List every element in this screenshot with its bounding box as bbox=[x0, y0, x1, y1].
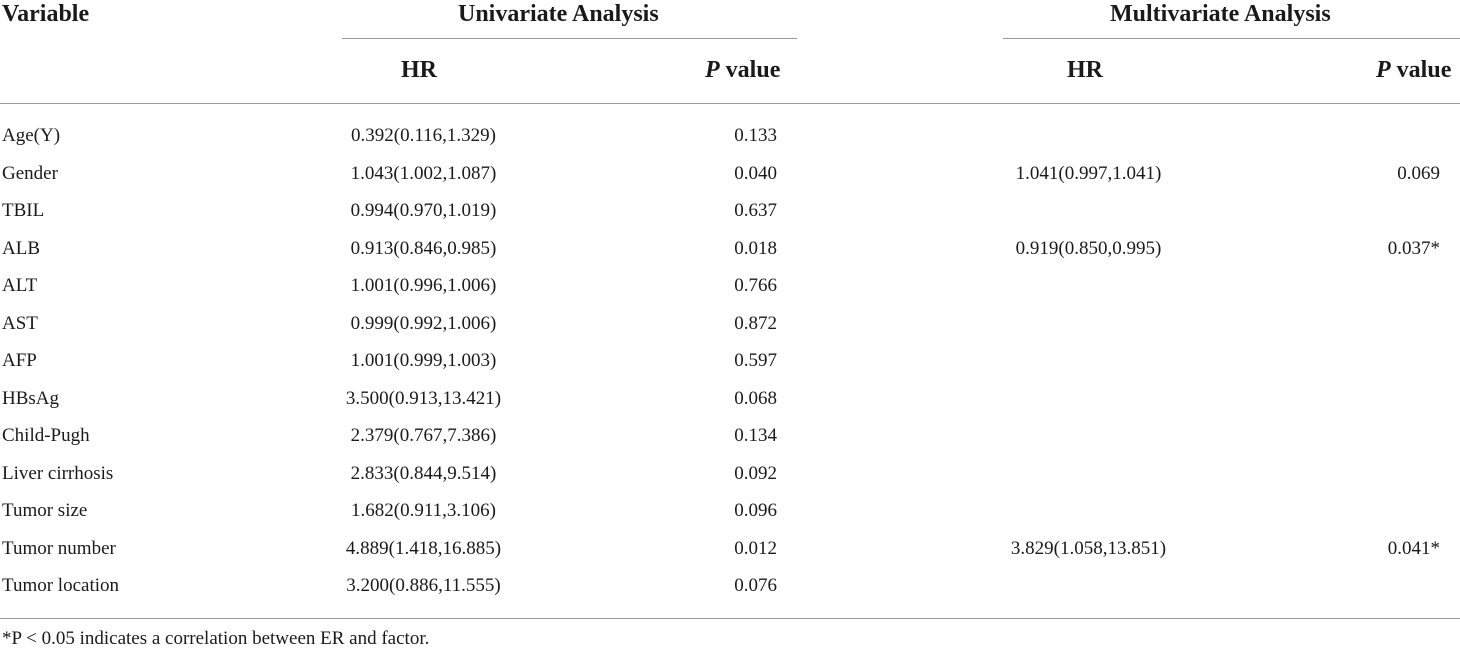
cell-variable: Tumor location bbox=[2, 575, 119, 596]
cell-uni-hr: 1.043(1.002,1.087) bbox=[350, 162, 497, 184]
cell-multi-p: 0.041* bbox=[1387, 537, 1440, 559]
header-multivariate: Multivariate Analysis bbox=[1110, 1, 1331, 27]
cell-uni-p: 0.597 bbox=[734, 350, 777, 371]
p-value-label: value bbox=[719, 57, 781, 83]
cell-uni-hr: 0.392(0.116,1.329) bbox=[351, 125, 496, 146]
cell-uni-p: 0.092 bbox=[734, 462, 777, 484]
cell-uni-p: 0.068 bbox=[734, 387, 777, 409]
header-uni-hr: HR bbox=[401, 57, 437, 83]
cell-uni-hr: 2.833(0.844,9.514) bbox=[350, 462, 497, 484]
p-symbol: P bbox=[1376, 57, 1391, 83]
cell-uni-hr: 3.200(0.886,11.555) bbox=[346, 575, 501, 596]
cell-uni-hr: 2.379(0.767,7.386) bbox=[350, 425, 497, 446]
cell-uni-p: 0.637 bbox=[734, 200, 777, 221]
univariate-spanner-rule bbox=[342, 38, 797, 39]
cell-uni-p: 0.134 bbox=[734, 425, 777, 446]
cell-variable: Tumor size bbox=[2, 500, 88, 521]
cell-uni-hr: 4.889(1.418,16.885) bbox=[345, 537, 502, 559]
cell-variable: ALT bbox=[2, 275, 38, 296]
header-multi-p: P value bbox=[1376, 57, 1451, 83]
cell-uni-hr: 0.994(0.970,1.019) bbox=[350, 200, 497, 221]
header-bottom-rule bbox=[0, 103, 1460, 104]
cell-multi-p: 0.037* bbox=[1387, 237, 1440, 259]
cell-uni-p: 0.040 bbox=[734, 162, 777, 184]
p-value-label: value bbox=[1390, 57, 1452, 83]
cell-variable: TBIL bbox=[2, 200, 45, 221]
header-variable: Variable bbox=[2, 1, 90, 27]
cell-variable: Gender bbox=[2, 162, 58, 184]
cell-uni-hr: 1.682(0.911,3.106) bbox=[351, 500, 496, 521]
table-footnote: *P < 0.05 indicates a correlation betwee… bbox=[2, 628, 430, 649]
cell-variable: Liver cirrhosis bbox=[2, 462, 114, 484]
cell-variable: Tumor number bbox=[2, 537, 116, 559]
cell-variable: Child-Pugh bbox=[2, 425, 90, 446]
cell-uni-p: 0.766 bbox=[734, 275, 777, 296]
multivariate-spanner-rule bbox=[1003, 38, 1460, 39]
cell-variable: HBsAg bbox=[2, 387, 60, 409]
cell-multi-hr: 0.919(0.850,0.995) bbox=[1015, 237, 1162, 259]
cell-uni-hr: 0.913(0.846,0.985) bbox=[350, 237, 497, 259]
cell-uni-p: 0.872 bbox=[734, 312, 777, 334]
cell-multi-p: 0.069 bbox=[1397, 162, 1440, 184]
cell-uni-hr: 1.001(0.996,1.006) bbox=[350, 275, 497, 296]
header-uni-p: P value bbox=[705, 57, 780, 83]
cell-uni-p: 0.076 bbox=[734, 575, 777, 596]
cell-uni-p: 0.018 bbox=[734, 237, 777, 259]
cell-multi-hr: 3.829(1.058,13.851) bbox=[1010, 537, 1167, 559]
cell-multi-hr: 1.041(0.997,1.041) bbox=[1015, 162, 1162, 184]
cell-variable: AST bbox=[2, 312, 38, 334]
cell-uni-p: 0.133 bbox=[734, 125, 777, 146]
cell-variable: Age(Y) bbox=[2, 125, 61, 146]
cell-uni-hr: 1.001(0.999,1.003) bbox=[350, 350, 497, 371]
cell-uni-p: 0.012 bbox=[734, 537, 777, 559]
cell-uni-hr: 0.999(0.992,1.006) bbox=[350, 312, 497, 334]
header-univariate: Univariate Analysis bbox=[458, 1, 659, 27]
cell-variable: ALB bbox=[2, 237, 40, 259]
cell-variable: AFP bbox=[2, 350, 37, 371]
table-bottom-rule bbox=[0, 618, 1460, 619]
p-symbol: P bbox=[705, 57, 720, 83]
header-multi-hr: HR bbox=[1067, 57, 1103, 83]
cell-uni-p: 0.096 bbox=[734, 500, 777, 521]
cell-uni-hr: 3.500(0.913,13.421) bbox=[345, 387, 502, 409]
